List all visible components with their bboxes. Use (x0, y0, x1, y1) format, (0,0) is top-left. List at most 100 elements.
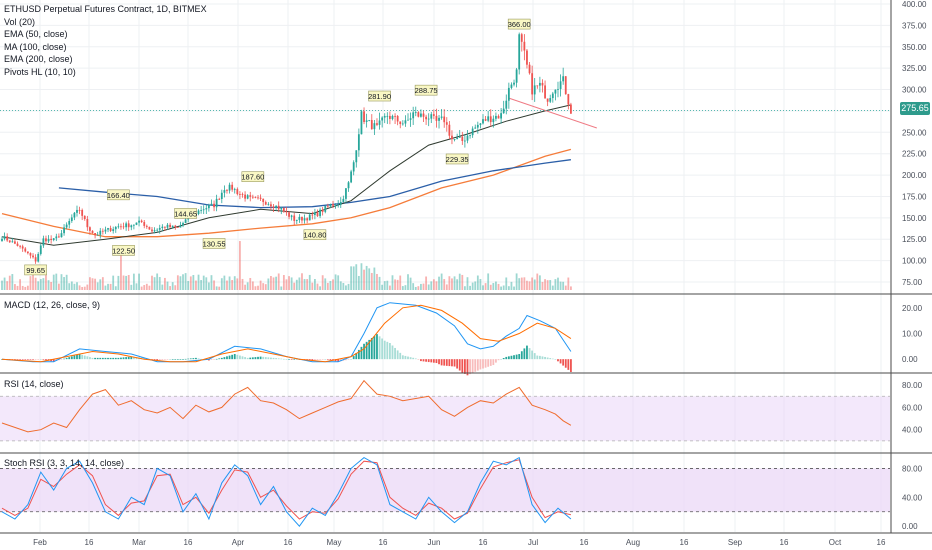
macd-histogram-bar (171, 359, 174, 360)
volume-bar (319, 286, 321, 290)
candle-body (515, 69, 518, 83)
volume-bar (357, 275, 360, 290)
volume-bar (332, 279, 334, 290)
macd-histogram-bar (510, 355, 513, 360)
volume-bar (453, 276, 456, 290)
volume-bar (200, 280, 203, 290)
macd-histogram-bar (246, 357, 249, 360)
volume-bar (45, 275, 47, 290)
candle-body (86, 219, 89, 228)
candle-body (551, 93, 554, 99)
candle-body (236, 189, 239, 195)
macd-histogram-bar (78, 354, 81, 360)
indicator-ema50[interactable]: EMA (50, close) (4, 29, 68, 39)
volume-bar (202, 275, 205, 290)
macd-histogram-bar (412, 357, 415, 360)
candle-body (26, 251, 29, 254)
candle-body (63, 227, 65, 234)
volume-bar (275, 276, 278, 290)
macd-histogram-bar (487, 359, 490, 367)
price-axis[interactable]: 400.00375.00350.00325.00300.00275.00250.… (902, 0, 927, 531)
pivot-box (174, 208, 197, 219)
candle-body (427, 118, 430, 120)
macd-histogram-bar (156, 359, 159, 361)
candle-body (352, 162, 355, 172)
volume-bar (259, 280, 262, 290)
macd-histogram-bar (99, 357, 102, 360)
candle-body (57, 236, 60, 238)
candle-body (440, 116, 443, 118)
candle-body (47, 238, 50, 242)
macd-histogram-bar (435, 359, 438, 364)
time-tick-label: Apr (232, 538, 245, 547)
macd-histogram-bar (440, 359, 443, 366)
candle-body (270, 204, 272, 207)
candle-body (363, 111, 365, 122)
macd-histogram-bar (551, 358, 554, 360)
volume-bar (11, 274, 14, 290)
time-tick-label: Sep (728, 538, 743, 547)
candle-body (50, 238, 53, 241)
candle-body (259, 197, 262, 199)
candle-body (202, 209, 205, 211)
volume-bar (184, 273, 187, 290)
volume-bar (81, 286, 84, 290)
macd-histogram-bar (363, 343, 365, 360)
candle-body (200, 210, 203, 211)
volume-bar (368, 268, 371, 290)
indicator-vol[interactable]: Vol (20) (4, 16, 36, 27)
stoch-d-line (1, 459, 572, 520)
macd-histogram-bar (564, 359, 567, 368)
indicator-ma100[interactable]: MA (100, close) (4, 41, 67, 52)
volume-bar (114, 286, 117, 290)
candle-body (365, 120, 368, 122)
macd-histogram-bar (401, 355, 404, 360)
macd-histogram-bar (536, 355, 539, 360)
macd-legend[interactable]: MACD (12, 26, close, 9) (4, 299, 100, 312)
pivot-label: 229.35 (446, 155, 469, 164)
volume-bar (187, 281, 190, 290)
volume-bar (422, 283, 425, 290)
volume-bar (39, 279, 42, 290)
time-tick-label: Jun (428, 538, 441, 547)
candle-body (564, 76, 567, 95)
volume-bar (541, 281, 544, 290)
candle-body (101, 230, 104, 232)
candle-body (407, 119, 409, 121)
pivot-label: 187.60 (241, 173, 264, 182)
indicator-ema200[interactable]: EMA (200, close) (4, 54, 73, 64)
candle-body (370, 120, 373, 130)
symbol-title[interactable]: ETHUSD Perpetual Futures Contract, 1D, B… (4, 4, 207, 14)
time-tick-label: May (326, 538, 341, 547)
candle-body (557, 88, 559, 90)
volume-bar (339, 281, 342, 290)
volume-bar (293, 282, 296, 290)
macd-histogram-bar (91, 357, 94, 360)
volume-bar (57, 283, 60, 290)
candle-body (469, 135, 471, 136)
pivot-box (507, 18, 531, 30)
volume-bar (122, 275, 125, 290)
volume-bar (425, 276, 428, 290)
macd-histogram-bar (513, 355, 515, 360)
macd-histogram-bar (112, 357, 115, 360)
candle-body (391, 115, 394, 119)
macd-histogram-bar (226, 356, 228, 360)
stoch-legend[interactable]: Stoch RSI (3, 3, 14, 14, close) (4, 457, 124, 470)
candle-body (306, 218, 309, 221)
volume-bar (487, 273, 490, 290)
rsi-legend[interactable]: RSI (14, close) (4, 378, 64, 391)
candle-body (6, 236, 9, 241)
candle-body (337, 204, 340, 206)
price-tick-label: 225.00 (902, 150, 927, 159)
volume-bar (538, 275, 541, 290)
pane-dividers[interactable] (0, 0, 932, 534)
candle-body (445, 122, 448, 125)
macd-histogram-bar (280, 358, 283, 360)
time-axis[interactable]: Feb 16 Mar 16 Apr 16 May 16 Jun 16 Jul 16 Aug 16 Sep 16… (33, 538, 886, 547)
macd-histogram-bar (241, 356, 244, 360)
pivot-box (445, 153, 469, 165)
indicator-pivots[interactable]: Pivots HL (10, 10) (4, 66, 76, 77)
macd-histogram-bar (101, 357, 104, 360)
